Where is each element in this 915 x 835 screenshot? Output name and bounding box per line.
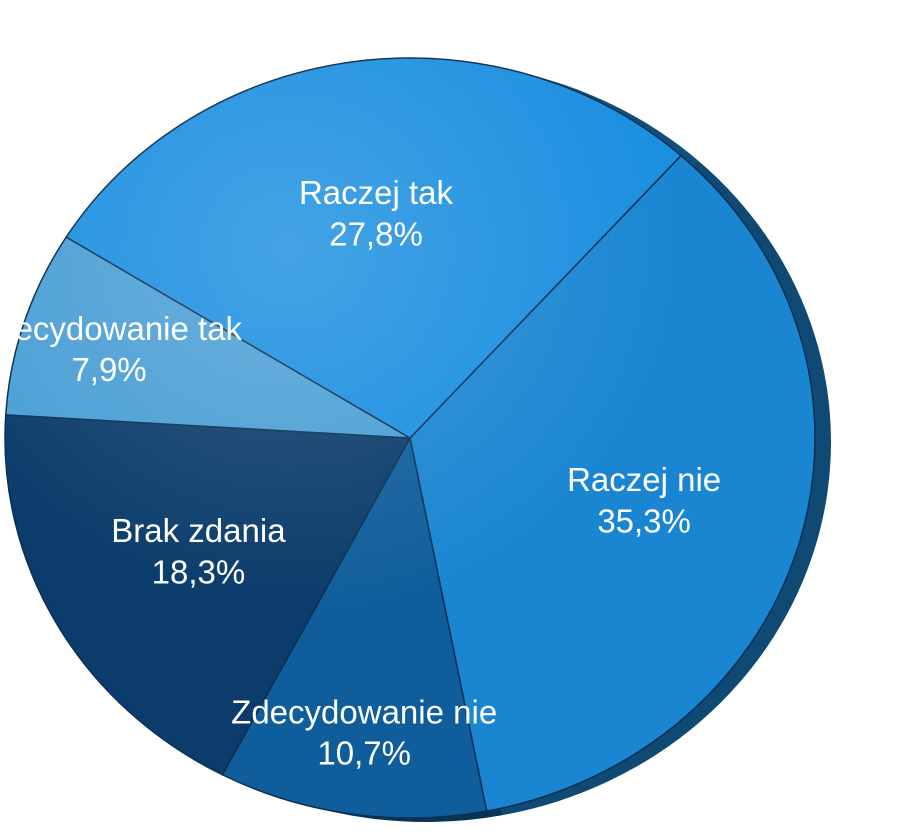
slice-label-value: 10,7% bbox=[317, 735, 411, 772]
slice-label: Raczej tak 27,8% bbox=[299, 174, 454, 252]
pie-slices bbox=[4, 57, 816, 819]
slice-label-name: Raczej tak bbox=[299, 174, 454, 211]
slice-label-value: 35,3% bbox=[597, 502, 691, 539]
slice-label-name: Zdecydowanie nie bbox=[231, 693, 497, 730]
slice-label-value: 18,3% bbox=[152, 553, 246, 590]
slice-label: Zdecydowanie tak 7,9% bbox=[0, 310, 243, 388]
slice-label-value: 7,9% bbox=[71, 351, 146, 388]
slice-label-name: Raczej nie bbox=[567, 461, 721, 498]
slice-label: Brak zdania 18,3% bbox=[111, 512, 286, 590]
slice-label-name: Zdecydowanie tak bbox=[0, 310, 243, 347]
slice-label-name: Brak zdania bbox=[111, 512, 286, 549]
slice-label: Zdecydowanie nie 10,7% bbox=[231, 693, 497, 771]
pie-sheen bbox=[5, 58, 815, 818]
slice-label: Raczej nie 35,3% bbox=[567, 461, 721, 539]
pie-labels: Raczej nie 35,3% Zdecydowanie nie 10,7% Brak… bbox=[0, 174, 721, 771]
slice-label-value: 27,8% bbox=[329, 215, 423, 252]
